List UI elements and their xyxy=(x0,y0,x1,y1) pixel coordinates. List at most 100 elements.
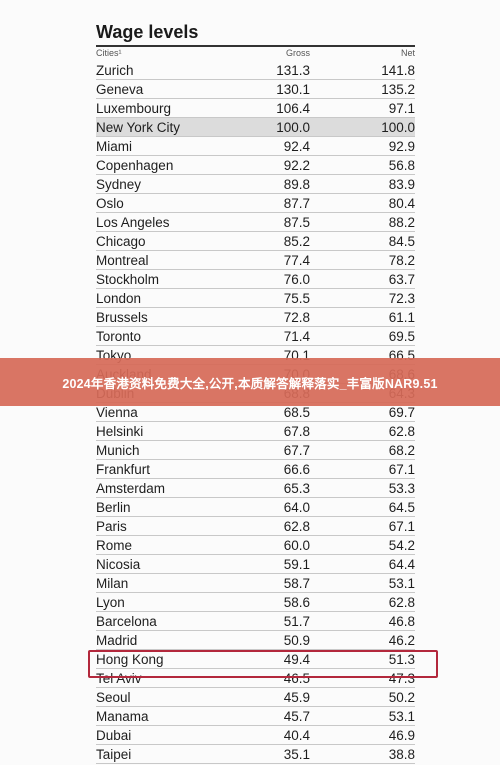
cell-gross: 77.4 xyxy=(283,253,310,268)
cell-city: Manama xyxy=(96,709,149,724)
cell-city: Brussels xyxy=(96,310,148,325)
cell-net: 135.2 xyxy=(381,82,415,97)
cell-net: 69.7 xyxy=(388,405,415,420)
cell-gross: 58.6 xyxy=(283,595,310,610)
table-row: Toronto 71.4 69.5 xyxy=(96,327,415,346)
cell-gross: 67.7 xyxy=(283,443,310,458)
cell-city: Chicago xyxy=(96,234,146,249)
cell-gross: 64.0 xyxy=(283,500,310,515)
cell-net: 54.2 xyxy=(388,538,415,553)
cell-city: Milan xyxy=(96,576,129,591)
cell-city: Los Angeles xyxy=(96,215,170,230)
table-row: Manama 45.7 53.1 xyxy=(96,707,415,726)
cell-gross: 68.5 xyxy=(283,405,310,420)
table-row: Copenhagen 92.2 56.8 xyxy=(96,156,415,175)
cell-net: 62.8 xyxy=(388,595,415,610)
cell-gross: 35.1 xyxy=(283,747,310,762)
cell-net: 72.3 xyxy=(388,291,415,306)
cell-net: 80.4 xyxy=(388,196,415,211)
cell-gross: 45.7 xyxy=(283,709,310,724)
cell-city: Luxembourg xyxy=(96,101,172,116)
table-row: Oslo 87.7 80.4 xyxy=(96,194,415,213)
cell-gross: 66.6 xyxy=(283,462,310,477)
cell-city: Tel Aviv xyxy=(96,671,142,686)
table-row: Rome 60.0 54.2 xyxy=(96,536,415,555)
cell-city: Rome xyxy=(96,538,133,553)
cell-city: Montreal xyxy=(96,253,149,268)
cell-gross: 75.5 xyxy=(283,291,310,306)
table-row: Montreal 77.4 78.2 xyxy=(96,251,415,270)
cell-city: New York City xyxy=(96,120,181,135)
table-row: Tel Aviv 46.5 47.3 xyxy=(96,669,415,688)
header-gross: Gross xyxy=(285,48,310,58)
cell-net: 100.0 xyxy=(381,120,415,135)
cell-gross: 65.3 xyxy=(283,481,310,496)
cell-net: 53.1 xyxy=(388,709,415,724)
cell-city: Geneva xyxy=(96,82,144,97)
cell-gross: 67.8 xyxy=(283,424,310,439)
cell-net: 38.8 xyxy=(388,747,415,762)
cell-city: Dubai xyxy=(96,728,132,743)
cell-gross: 89.8 xyxy=(283,177,310,192)
cell-net: 67.1 xyxy=(388,519,415,534)
table-row: Miami 92.4 92.9 xyxy=(96,137,415,156)
header-net: Net xyxy=(400,48,415,58)
table-row: Vienna 68.5 69.7 xyxy=(96,403,415,422)
cell-net: 53.3 xyxy=(388,481,415,496)
table-row: Barcelona 51.7 46.8 xyxy=(96,612,415,631)
cell-city: Taipei xyxy=(96,747,132,762)
cell-net: 78.2 xyxy=(388,253,415,268)
table-row: Paris 62.8 67.1 xyxy=(96,517,415,536)
table-row: Luxembourg 106.4 97.1 xyxy=(96,99,415,118)
header-cities: Cities¹ xyxy=(96,48,122,58)
cell-city: Sydney xyxy=(96,177,142,192)
cell-city: Copenhagen xyxy=(96,158,174,173)
cell-net: 53.1 xyxy=(388,576,415,591)
cell-city: Miami xyxy=(96,139,132,154)
cell-city: Paris xyxy=(96,519,127,534)
cell-net: 84.5 xyxy=(388,234,415,249)
cell-city: Lyon xyxy=(96,595,125,610)
cell-net: 92.9 xyxy=(388,139,415,154)
cell-net: 50.2 xyxy=(388,690,415,705)
table-title: Wage levels xyxy=(96,22,199,42)
cell-net: 62.8 xyxy=(388,424,415,439)
cell-net: 69.5 xyxy=(388,329,415,344)
table-row: Hong Kong 49.4 51.3 xyxy=(96,650,415,669)
cell-net: 56.8 xyxy=(388,158,415,173)
wage-table: Zurich 131.3 141.8 Geneva 130.1 135.2 Luxembou… xyxy=(96,61,415,764)
cell-gross: 87.7 xyxy=(283,196,310,211)
cell-gross: 45.9 xyxy=(283,690,310,705)
cell-net: 61.1 xyxy=(388,310,415,325)
cell-gross: 106.4 xyxy=(276,101,310,116)
table-row: Sydney 89.8 83.9 xyxy=(96,175,415,194)
table-row: Dubai 40.4 46.9 xyxy=(96,726,415,745)
cell-net: 67.1 xyxy=(388,462,415,477)
cell-city: Berlin xyxy=(96,500,131,515)
cell-gross: 131.3 xyxy=(276,63,310,78)
cell-gross: 72.8 xyxy=(283,310,310,325)
table-row: Nicosia 59.1 64.4 xyxy=(96,555,415,574)
cell-gross: 60.0 xyxy=(283,538,310,553)
cell-city: Stockholm xyxy=(96,272,160,287)
hong-kong-highlight-box xyxy=(88,650,438,678)
cell-net: 68.2 xyxy=(388,443,415,458)
cell-net: 64.5 xyxy=(388,500,415,515)
cell-net: 63.7 xyxy=(388,272,415,287)
table-row: Amsterdam 65.3 53.3 xyxy=(96,479,415,498)
table-row: New York City 100.0 100.0 xyxy=(96,118,415,137)
cell-city: Helsinki xyxy=(96,424,144,439)
cell-city: Hong Kong xyxy=(96,652,164,667)
cell-net: 97.1 xyxy=(388,101,415,116)
cell-city: Nicosia xyxy=(96,557,141,572)
cell-gross: 62.8 xyxy=(283,519,310,534)
table-row: Lyon 58.6 62.8 xyxy=(96,593,415,612)
cell-gross: 46.5 xyxy=(283,671,310,686)
cell-net: 46.9 xyxy=(388,728,415,743)
cell-city: Seoul xyxy=(96,690,131,705)
table-row: Munich 67.7 68.2 xyxy=(96,441,415,460)
cell-gross: 92.2 xyxy=(283,158,310,173)
table-row: Madrid 50.9 46.2 xyxy=(96,631,415,650)
table-row: Helsinki 67.8 62.8 xyxy=(96,422,415,441)
cell-city: London xyxy=(96,291,142,306)
